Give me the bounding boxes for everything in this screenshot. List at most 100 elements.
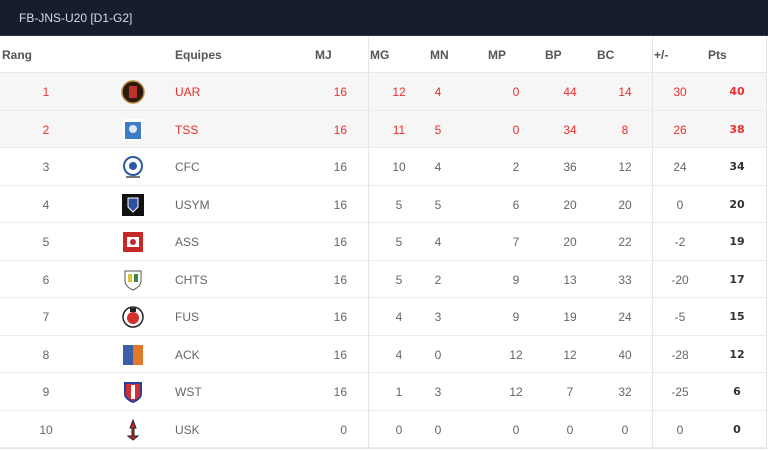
table-row[interactable]: FUS 7 16 4 3 9 19 24 -5 15	[0, 298, 766, 336]
cell-pts: 15	[729, 310, 745, 323]
table-row[interactable]: CHTS 6 16 5 2 9 13 33 -20 17	[0, 261, 766, 298]
cell-mp: 0	[512, 122, 520, 137]
header-equipes[interactable]: Equipes	[175, 48, 222, 62]
cell-mg: 4	[395, 310, 403, 324]
table-row[interactable]: WST 9 16 1 3 12 7 32 -25 6	[0, 373, 766, 411]
header-mp[interactable]: MP	[488, 48, 506, 62]
team-logo-icon	[121, 80, 145, 104]
cell-mg: 5	[395, 235, 403, 249]
cell-bc: 8	[621, 122, 629, 137]
cell-pts: 34	[729, 160, 745, 173]
team-name[interactable]: ASS	[175, 235, 200, 249]
cell-mj: 16	[333, 160, 347, 174]
cell-mj: 16	[333, 122, 347, 137]
cell-bc: 12	[618, 160, 632, 174]
cell-mg: 10	[392, 160, 406, 174]
team-logo-icon	[123, 118, 143, 141]
table-row[interactable]: USK 10 0 0 0 0 0 0 0 0	[0, 411, 766, 448]
cell-pts: 12	[729, 347, 745, 361]
column-divider	[368, 36, 369, 448]
cell-rang: 5	[42, 235, 50, 249]
cell-bc: 24	[618, 310, 632, 324]
team-name[interactable]: TSS	[175, 122, 199, 137]
team-name[interactable]: CFC	[175, 160, 200, 174]
cell-bc: 20	[618, 197, 632, 212]
cell-bp: 12	[563, 347, 577, 362]
team-logo-icon	[123, 232, 143, 252]
header-bc[interactable]: BC	[597, 48, 615, 62]
cell-rang: 2	[42, 122, 50, 137]
cell-mn: 4	[434, 85, 442, 99]
team-name[interactable]: FUS	[175, 310, 199, 324]
cell-mn: 4	[434, 160, 442, 174]
cell-mn: 0	[434, 422, 442, 437]
cell-mp: 7	[512, 235, 520, 249]
cell-pts: 6	[733, 385, 741, 398]
cell-mj: 16	[333, 197, 347, 212]
team-name[interactable]: USK	[175, 422, 200, 437]
cell-mp: 0	[512, 422, 520, 437]
table-row[interactable]: UAR 1 16 12 4 0 44 14 30 40	[0, 73, 766, 111]
cell-mp: 12	[509, 385, 523, 399]
table-row[interactable]: ACK 8 16 4 0 12 12 40 -28 12	[0, 336, 766, 373]
cell-mn: 3	[434, 310, 442, 324]
cell-bc: 0	[621, 422, 629, 437]
cell-bp: 34	[563, 122, 577, 137]
team-name[interactable]: ACK	[175, 347, 200, 362]
cell-mn: 4	[434, 235, 442, 249]
cell-mg: 11	[392, 122, 406, 137]
header-mj[interactable]: MJ	[315, 48, 332, 62]
cell-mj: 16	[333, 235, 347, 249]
header-pts[interactable]: Pts	[708, 48, 727, 62]
competition-title: FB-JNS-U20 [D1-G2]	[19, 11, 133, 25]
cell-mn: 5	[434, 197, 442, 212]
cell-pts: 19	[729, 235, 745, 248]
cell-bc: 32	[618, 385, 632, 399]
table-row[interactable]: CFC 3 16 10 4 2 36 12 24 34	[0, 148, 766, 186]
cell-mp: 9	[512, 310, 520, 324]
cell-mj: 16	[333, 272, 347, 287]
team-name[interactable]: UAR	[175, 85, 201, 99]
team-logo-icon	[122, 306, 144, 328]
cell-rang: 6	[42, 272, 50, 287]
cell-diff: 30	[673, 85, 687, 99]
cell-mp: 12	[509, 347, 523, 362]
cell-pts: 20	[729, 197, 745, 211]
cell-rang: 3	[42, 160, 50, 174]
cell-mn: 0	[434, 347, 442, 362]
header-mn[interactable]: MN	[430, 48, 449, 62]
team-logo-icon	[123, 344, 143, 365]
cell-diff: 0	[676, 197, 684, 212]
cell-rang: 7	[42, 310, 50, 324]
cell-bp: 20	[563, 197, 577, 212]
cell-rang: 4	[42, 197, 50, 212]
header-rang[interactable]: Rang	[2, 48, 32, 62]
cell-bp: 44	[563, 85, 577, 99]
cell-bc: 40	[618, 347, 632, 362]
cell-bc: 22	[618, 235, 632, 249]
cell-bp: 20	[563, 235, 577, 249]
header-mg[interactable]: MG	[370, 48, 390, 62]
cell-mj: 0	[340, 422, 347, 437]
title-bar: FB-JNS-U20 [D1-G2]	[0, 0, 768, 36]
cell-bc: 33	[618, 272, 632, 287]
cell-diff: 0	[676, 422, 684, 437]
team-logo-icon	[126, 418, 140, 441]
table-row[interactable]: USYM 4 16 5 5 6 20 20 0 20	[0, 186, 766, 223]
header-bp[interactable]: BP	[545, 48, 562, 62]
cell-mp: 9	[512, 272, 520, 287]
table-row[interactable]: ASS 5 16 5 4 7 20 22 -2 19	[0, 223, 766, 261]
team-logo-icon	[124, 270, 142, 291]
cell-mp: 2	[512, 160, 520, 174]
table-row[interactable]: TSS 2 16 11 5 0 34 8 26 38	[0, 110, 766, 148]
team-name[interactable]: USYM	[175, 197, 210, 212]
cell-diff: -2	[674, 235, 686, 249]
team-name[interactable]: WST	[175, 385, 202, 399]
cell-pts: 40	[729, 85, 745, 98]
cell-mg: 4	[395, 347, 403, 362]
team-name[interactable]: CHTS	[175, 272, 208, 287]
cell-mn: 3	[434, 385, 442, 399]
column-divider	[652, 36, 653, 448]
header-diff[interactable]: +/-	[654, 48, 669, 62]
cell-rang: 8	[42, 347, 50, 362]
